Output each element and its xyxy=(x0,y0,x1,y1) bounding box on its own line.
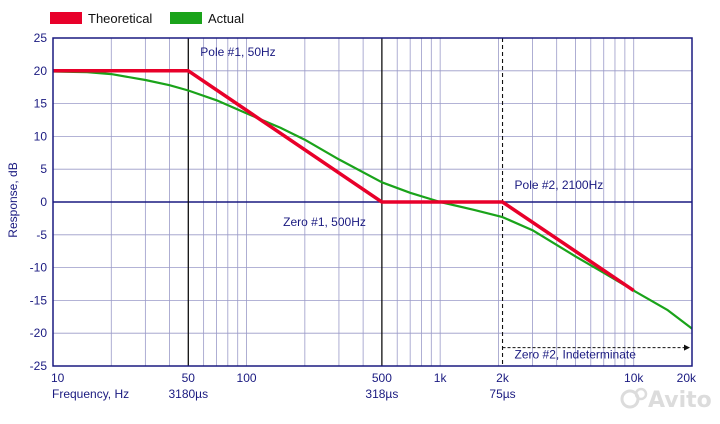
y-tick-label: -20 xyxy=(30,326,48,340)
y-tick-label: 15 xyxy=(34,97,48,111)
legend-label-theoretical: Theoretical xyxy=(88,11,152,26)
plot-frame xyxy=(52,37,693,367)
annotations: Pole #1, 50Hz Zero #1, 500Hz Pole #2, 2100… xyxy=(200,45,636,362)
legend-swatch-actual xyxy=(170,12,202,24)
watermark-logo-icon-small xyxy=(634,387,648,401)
x-tick-label: 500 xyxy=(372,371,392,385)
series-line-actual xyxy=(52,70,693,330)
series xyxy=(52,69,693,330)
x-tick-label: 10 xyxy=(51,371,65,385)
y-tick-label: -10 xyxy=(30,261,48,275)
legend-swatch-theoretical xyxy=(50,12,82,24)
y-tick-label: 0 xyxy=(40,195,47,209)
watermark: Avito xyxy=(620,387,712,413)
series-line-theoretical xyxy=(53,69,635,293)
x-sub-tick-label: 75µs xyxy=(489,387,515,401)
y-tick-label: 20 xyxy=(34,64,48,78)
x-tick-label: 100 xyxy=(237,371,257,385)
legend-label-actual: Actual xyxy=(208,11,244,26)
y-tick-label: -5 xyxy=(36,228,47,242)
x-tick-label: 1k xyxy=(434,371,448,385)
annotation-label: Pole #1, 50Hz xyxy=(200,45,275,59)
y-tick-label: 25 xyxy=(34,31,48,45)
x-sub-tick-label: 318µs xyxy=(365,387,398,401)
watermark-text: Avito xyxy=(648,388,712,413)
grid xyxy=(53,37,692,367)
y-tick-label: -25 xyxy=(30,359,48,373)
x-tick-label: 2k xyxy=(496,371,510,385)
zero2-arrow-head xyxy=(684,344,690,351)
x-tick-label: 10k xyxy=(624,371,644,385)
y-tick-label: 5 xyxy=(40,162,47,176)
annotation-label: Zero #2, Indeterminate xyxy=(515,347,637,361)
annotation-label: Zero #1, 500Hz xyxy=(283,215,366,229)
x-axis-label: Frequency, Hz xyxy=(52,387,129,401)
x-tick-label: 20k xyxy=(677,371,697,385)
legend: Theoretical Actual xyxy=(50,11,244,26)
x-tick-label: 50 xyxy=(182,371,196,385)
y-tick-label: 10 xyxy=(34,129,48,143)
y-axis-label: Response, dB xyxy=(6,162,20,237)
y-tick-label: -15 xyxy=(30,293,48,307)
annotation-label: Pole #2, 2100Hz xyxy=(515,178,604,192)
x-sub-tick-label: 3180µs xyxy=(168,387,208,401)
